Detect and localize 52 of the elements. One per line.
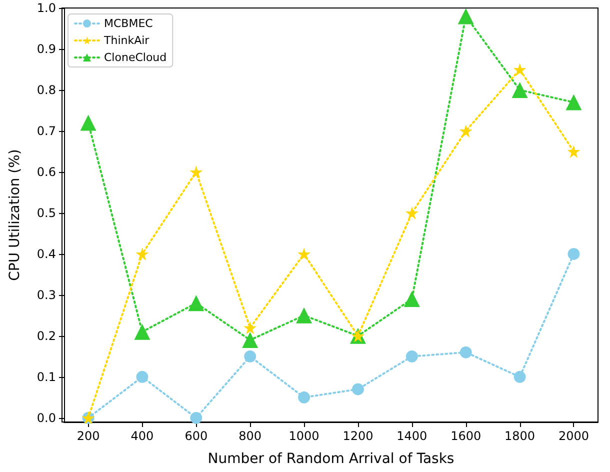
y-tick-label: 0.5 [36,206,56,220]
point [513,62,526,76]
point [405,206,418,220]
y-tick-label: 0.9 [36,42,56,56]
point [244,321,257,334]
y-tick-label: 0.0 [36,410,56,425]
point [514,370,526,383]
point [242,332,258,348]
x-tick-label: 1600 [450,429,482,443]
y-axis-title: CPU Utilization (%) [7,149,23,281]
point [460,346,472,358]
point [296,307,312,324]
point [459,124,472,138]
y-tick-label: 0.2 [36,328,56,343]
x-tick-label: 400 [130,429,154,443]
point [188,295,204,312]
legend-label: CloneCloud [104,51,167,64]
point [190,412,202,424]
point [134,324,150,340]
y-tick-label: 0.1 [36,370,56,384]
point [568,248,580,260]
y-tick-label: 0.7 [36,124,56,138]
x-tick-label: 1400 [396,429,428,443]
point [136,247,149,260]
point [190,165,203,178]
point [136,370,148,383]
x-tick-label: 1200 [342,429,374,443]
point [567,144,580,158]
y-tick-label: 0.8 [36,82,56,97]
x-tick-label: 800 [238,429,262,443]
y-tick-label: 1.0 [36,1,56,15]
point [404,291,420,308]
x-tick-label: 2000 [558,429,589,443]
x-tick-label: 200 [76,429,100,443]
y-tick-label: 0.3 [36,288,56,302]
y-tick-label: 0.4 [36,246,56,261]
x-axis-title: Number of Random Arrival of Tasks [208,451,454,467]
point [566,94,582,110]
point [458,8,474,24]
point [406,350,418,362]
point [244,350,256,362]
point [298,247,311,260]
legend-label: MCBMEC [104,17,154,30]
y-tick-label: 0.6 [36,164,56,179]
point [512,82,528,98]
x-tick-label: 1000 [288,429,320,443]
x-tick-label: 1800 [504,429,536,443]
legend-label: ThinkAir [103,34,150,47]
point [80,114,96,131]
x-tick-label: 600 [184,429,208,443]
point [298,391,310,404]
point [352,383,364,396]
